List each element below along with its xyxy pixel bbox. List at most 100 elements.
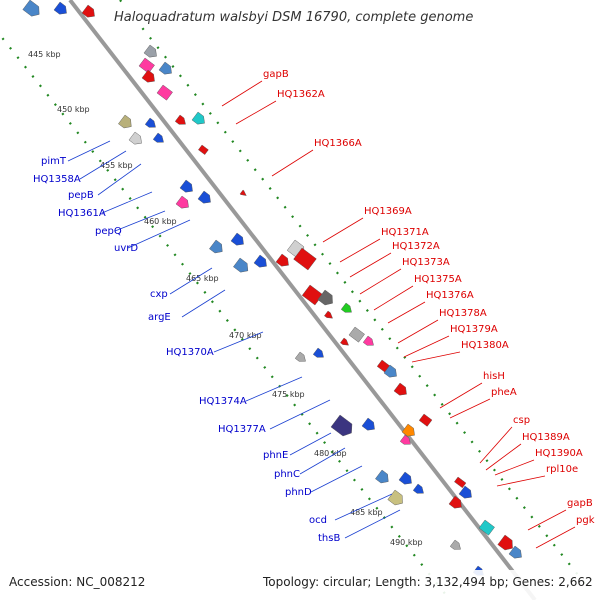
leader-line	[397, 319, 439, 344]
plus-strand-label: HQ1379A	[450, 324, 498, 335]
minus-strand-label: phnC	[274, 469, 300, 480]
plus-strand-label: HQ1373A	[402, 257, 450, 268]
plus-strand-label: HQ1378A	[439, 308, 487, 319]
minus-strand-label: HQ1377A	[218, 424, 266, 435]
leader-line	[322, 217, 364, 243]
minus-strand-gene	[230, 232, 244, 246]
minus-strand-label: phnE	[263, 450, 288, 461]
topology-text: Topology: circular; Length: 3,132,494 bp…	[262, 575, 593, 589]
leader-line	[127, 219, 191, 249]
minus-strand-label: uvrD	[114, 243, 138, 254]
leader-line	[67, 140, 111, 162]
minus-strand-gene	[53, 1, 67, 15]
scale-tick-label: 455 kbp	[100, 161, 133, 170]
plus-strand-label: gapB	[567, 498, 593, 509]
minus-strand-gene	[22, 0, 40, 17]
scale-tick-label: 450 kbp	[57, 105, 90, 114]
leader-line	[527, 509, 567, 531]
leader-line	[449, 398, 491, 419]
leader-line	[310, 465, 363, 493]
plus-strand-gene	[458, 485, 472, 499]
gene-layer	[22, 0, 522, 576]
scale-tick-label: 485 kbp	[350, 508, 383, 517]
leader-line	[271, 149, 314, 177]
plus-strand-gene	[191, 111, 205, 125]
leader-line	[349, 252, 392, 278]
leader-line	[439, 382, 483, 409]
leader-line	[114, 210, 166, 232]
minus-strand-label: pepQ	[95, 226, 122, 237]
leader-line	[101, 191, 153, 214]
plus-strand-gene	[141, 69, 155, 83]
leader-line	[269, 399, 331, 430]
outer-dotted-track	[119, 0, 591, 591]
minus-strand-gene	[197, 190, 211, 204]
minus-strand-gene	[143, 44, 157, 58]
plus-strand-gene	[454, 476, 467, 489]
genome-title: Haloquadratum walsbyi DSM 16790, complet…	[114, 10, 473, 25]
plus-strand-gene	[383, 364, 397, 378]
plus-strand-gene	[158, 61, 172, 75]
minus-strand-gene	[152, 132, 164, 143]
minus-strand-gene	[294, 351, 306, 362]
minus-strand-gene	[387, 489, 403, 506]
minus-strand-gene	[118, 114, 132, 129]
footer-background	[0, 570, 600, 600]
plus-strand-gene	[156, 84, 173, 101]
minus-strand-label: thsB	[318, 533, 340, 544]
leader-line	[79, 150, 127, 180]
minus-strand-gene	[179, 179, 193, 193]
minus-strand-gene	[209, 239, 223, 254]
plus-strand-gene	[448, 495, 462, 509]
scale-tick-label: 475 kbp	[272, 390, 305, 399]
minus-strand-gene	[253, 254, 267, 268]
plus-strand-gene	[138, 57, 155, 74]
plus-strand-gene	[418, 413, 433, 427]
minus-strand-label: pepB	[68, 190, 94, 201]
leader-line	[359, 268, 402, 295]
leader-line	[299, 447, 346, 475]
plus-strand-gene	[81, 4, 95, 18]
leader-line	[169, 267, 213, 295]
minus-strand-gene	[375, 469, 389, 484]
scale-tick-label: 445 kbp	[28, 50, 61, 59]
leader-line	[411, 351, 461, 363]
plus-strand-label: HQ1376A	[426, 290, 474, 301]
scale-tick-label: 465 kbp	[186, 274, 219, 283]
scale-tick-label: 490 kbp	[390, 538, 423, 547]
minus-strand-label: ocd	[309, 515, 327, 526]
plus-strand-label: HQ1380A	[461, 340, 509, 351]
plus-strand-gene	[293, 247, 317, 271]
leader-line	[373, 285, 414, 311]
gene-label-layer: pimT HQ1358A pepB HQ1361A pepQ uvrD cxp argE HQ1…	[33, 69, 595, 549]
minus-strand-label: cxp	[150, 289, 168, 300]
plus-strand-gene	[198, 144, 209, 155]
leader-line	[289, 432, 332, 456]
plus-strand-label: HQ1371A	[381, 227, 429, 238]
plus-strand-label: pgk	[576, 515, 595, 526]
plus-strand-gene	[508, 545, 522, 559]
plus-strand-gene	[401, 423, 415, 437]
minus-strand-label: phnD	[285, 487, 312, 498]
plus-strand-label: HQ1369A	[364, 206, 412, 217]
plus-strand-label: HQ1366A	[314, 138, 362, 149]
plus-strand-label: HQ1362A	[277, 89, 325, 100]
minus-strand-gene	[449, 539, 461, 550]
leader-line	[344, 509, 401, 539]
plus-strand-gene	[340, 337, 349, 346]
leader-line	[213, 331, 264, 353]
leader-line	[496, 475, 546, 487]
plus-strand-gene	[340, 302, 352, 313]
accession-text: Accession: NC_008212	[9, 575, 145, 589]
minus-strand-gene	[233, 257, 249, 273]
plus-strand-gene	[174, 114, 186, 125]
minus-strand-gene	[412, 483, 424, 494]
plus-strand-label: pheA	[491, 387, 517, 398]
leader-line	[479, 426, 513, 464]
leader-line	[221, 80, 263, 107]
plus-strand-gene	[317, 289, 333, 306]
minus-strand-gene	[175, 195, 189, 209]
scale-tick-layer: 445 kbp 450 kbp 455 kbp 460 kbp 465 kbp 470 k…	[28, 50, 423, 547]
leader-line	[245, 376, 303, 402]
